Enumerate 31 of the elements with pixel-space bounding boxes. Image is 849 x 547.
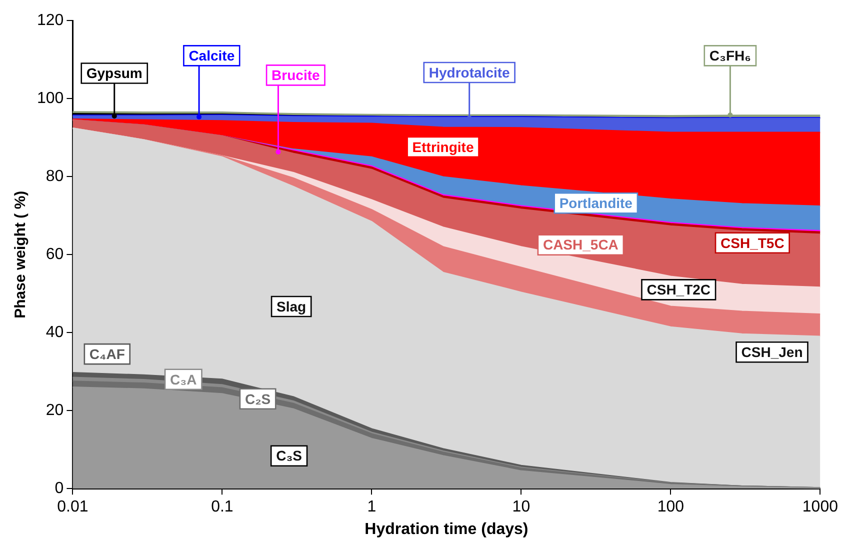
text: Hydrotalcite <box>428 64 510 80</box>
y-tick-label: 120 <box>36 12 64 30</box>
series-label: C₃S <box>276 448 302 464</box>
y-tick-label: 20 <box>46 402 64 420</box>
series-label: Slag <box>276 298 306 314</box>
x-tick-label: 1000 <box>802 498 838 516</box>
y-tick-label: 80 <box>46 168 64 186</box>
series-label: Ettringite <box>412 138 474 155</box>
text: Brucite <box>272 67 320 84</box>
x-tick-label: 100 <box>657 498 684 516</box>
series-label: CSH_Jen <box>741 344 803 360</box>
y-tick-label: 0 <box>54 480 64 498</box>
series-label: CSH_T5C <box>720 234 784 251</box>
x-tick-label: 10 <box>512 498 530 516</box>
series-label: CASH_5CA <box>542 236 618 253</box>
text: C₃FH₆ <box>709 48 751 64</box>
series-label: C₄AF <box>89 346 126 362</box>
x-tick-label: 0.01 <box>57 498 88 516</box>
text: Gypsum <box>86 65 142 82</box>
x-axis-title: Hydration time (days) <box>364 520 528 538</box>
text: Calcite <box>188 48 235 64</box>
x-tick-label: 0.1 <box>211 498 234 516</box>
series-label: C₂S <box>244 390 271 407</box>
series-label: CSH_T2C <box>646 282 711 298</box>
series-label: Portlandite <box>559 194 633 211</box>
y-axis-title: Phase weight ( %) <box>12 190 30 318</box>
y-tick-label: 40 <box>46 324 64 342</box>
series-label: C₃A <box>170 371 197 388</box>
y-tick-label: 100 <box>36 90 64 108</box>
y-tick-label: 60 <box>46 246 64 264</box>
x-tick-label: 1 <box>367 498 376 516</box>
